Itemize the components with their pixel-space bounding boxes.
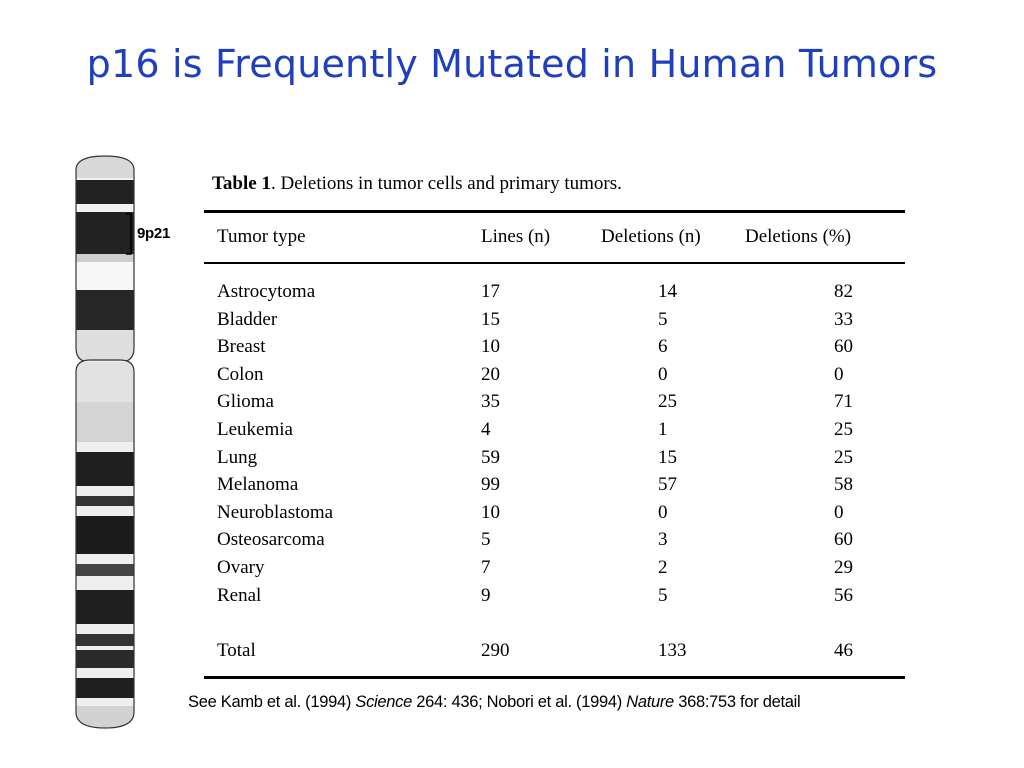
table-cell-deletions-pct: 82 xyxy=(834,281,853,302)
table-cell-deletions-n: 0 xyxy=(658,363,668,385)
table-cell-deletions-n: 0 xyxy=(658,501,668,523)
table-cell-deletions-n: 57 xyxy=(658,474,677,496)
column-header-deletions-pct: Deletions (%) xyxy=(745,226,852,247)
table-cell-deletions-pct: 25 xyxy=(834,446,853,468)
table-cell-deletions-pct: 33 xyxy=(834,308,853,330)
table-cell-tumor-type: Melanoma xyxy=(217,474,299,496)
table-cell-tumor-type: Ovary xyxy=(217,557,265,578)
table-cell-deletions-n: 5 xyxy=(658,308,668,330)
table-cell-lines: 10 xyxy=(481,501,500,523)
table-caption-label: Table 1 xyxy=(212,173,271,194)
total-deletions-pct: 46 xyxy=(834,640,853,661)
table-cell-lines: 99 xyxy=(481,474,500,496)
table-cell-lines: 9 xyxy=(481,584,491,606)
table-cell-tumor-type: Lung xyxy=(217,446,258,468)
total-label: Total xyxy=(217,640,256,661)
table-cell-deletions-n: 3 xyxy=(658,529,668,551)
table-cell-deletions-n: 25 xyxy=(658,391,677,413)
table-cell-lines: 35 xyxy=(481,391,500,413)
table-caption-text: . Deletions in tumor cells and primary t… xyxy=(270,173,622,194)
table-cell-deletions-n: 1 xyxy=(658,419,668,440)
table-cell-deletions-pct: 56 xyxy=(834,584,853,606)
table-cell-deletions-n: 6 xyxy=(658,336,668,358)
column-header-lines: Lines (n) xyxy=(481,226,551,247)
total-deletions-n: 133 xyxy=(658,640,687,661)
table-cell-tumor-type: Renal xyxy=(217,584,262,606)
table-cell-tumor-type: Glioma xyxy=(217,391,274,413)
reference-journal-science: Science xyxy=(355,693,412,711)
reference-suffix: 368:753 for detail xyxy=(673,693,801,711)
table-cell-deletions-n: 14 xyxy=(658,281,677,302)
table-cell-tumor-type: Astrocytoma xyxy=(217,281,316,302)
table-cell-deletions-pct: 60 xyxy=(834,529,853,551)
table-caption: Table 1. Deletions in tumor cells and pr… xyxy=(212,173,622,195)
table-cell-deletions-pct: 58 xyxy=(834,474,853,496)
table-cell-deletions-pct: 29 xyxy=(834,557,853,578)
chromosome-ideogram xyxy=(75,155,135,729)
band-label-9p21: 9p21 xyxy=(137,225,170,242)
column-header-tumor-type: Tumor type xyxy=(217,226,306,247)
table-cell-deletions-pct: 60 xyxy=(834,336,853,358)
reference-mid: 264: 436; Nobori et al. (1994) xyxy=(411,693,627,711)
table-cell-lines: 4 xyxy=(481,419,491,440)
table-cell-deletions-n: 15 xyxy=(658,446,677,468)
table-cell-lines: 15 xyxy=(481,308,500,330)
table-cell-lines: 5 xyxy=(481,529,491,551)
table-cell-deletions-n: 5 xyxy=(658,584,668,606)
table-cell-tumor-type: Neuroblastoma xyxy=(217,501,334,523)
column-header-deletions-n: Deletions (n) xyxy=(601,226,701,247)
table-cell-lines: 20 xyxy=(481,363,500,385)
table-cell-deletions-pct: 0 xyxy=(834,363,844,385)
reference-journal-nature: Nature xyxy=(626,693,674,711)
slide-title: p16 is Frequently Mutated in Human Tumor… xyxy=(86,42,938,86)
table-header-rule xyxy=(204,262,905,264)
table-top-rule xyxy=(204,210,905,213)
table-cell-deletions-pct: 25 xyxy=(834,419,853,440)
table-cell-lines: 10 xyxy=(481,336,500,358)
table-cell-tumor-type: Leukemia xyxy=(217,419,293,440)
table-cell-tumor-type: Colon xyxy=(217,363,264,385)
table-cell-tumor-type: Osteosarcoma xyxy=(217,529,325,551)
table-cell-deletions-pct: 0 xyxy=(834,501,844,523)
table-cell-deletions-pct: 71 xyxy=(834,391,853,413)
table-cell-lines: 7 xyxy=(481,557,491,578)
reference-note: See Kamb et al. (1994) Science 264: 436;… xyxy=(188,693,801,712)
reference-prefix: See Kamb et al. (1994) xyxy=(188,693,356,711)
table-bottom-rule xyxy=(204,676,905,679)
table-cell-lines: 17 xyxy=(481,281,500,302)
table-cell-deletions-n: 2 xyxy=(658,557,668,578)
table-cell-tumor-type: Breast xyxy=(217,336,266,358)
total-lines: 290 xyxy=(481,640,510,661)
table-cell-tumor-type: Bladder xyxy=(217,308,278,330)
table-cell-lines: 59 xyxy=(481,446,500,468)
